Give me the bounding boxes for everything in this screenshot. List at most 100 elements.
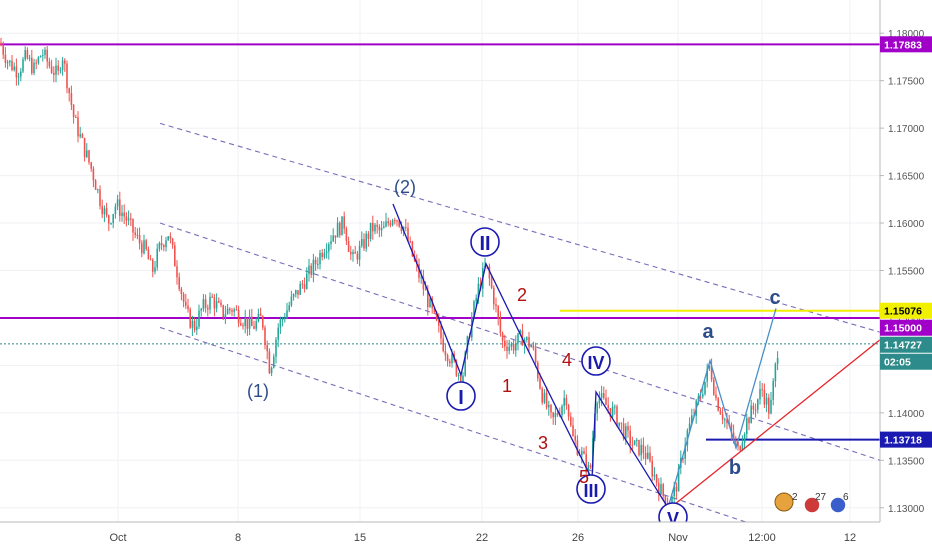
candle-body [684,444,686,459]
candle-body [754,409,757,411]
wave-polyline[interactable] [667,308,777,508]
event-badges[interactable]: 2 27 6 [774,492,849,514]
candle-body [358,245,361,260]
candle-body [462,375,464,386]
candle-body [699,396,702,398]
candle-body [702,394,704,397]
candle-body [561,405,563,416]
candle-body [735,440,737,443]
candle-body [61,60,64,70]
candle-body [543,392,546,403]
price-tag[interactable] [880,353,932,370]
candle-body [581,451,583,456]
candle-body [328,244,330,252]
candle-body [603,393,605,398]
event-badge-3[interactable]: 6 [829,492,849,514]
price-tag[interactable] [880,302,932,319]
candle-body [301,283,304,285]
candle-body [275,339,277,357]
candle-body [6,62,9,64]
candle-body [75,116,77,118]
candle-body [299,283,301,295]
wave-polyline[interactable] [392,203,669,509]
candle-body [765,397,768,405]
candle-body [198,310,200,327]
candle-body [600,393,603,399]
corrective-label-b: b [729,457,741,479]
candle-body [614,406,616,408]
candle-body [506,346,508,351]
candle-body [292,294,295,297]
candle-body [374,224,376,232]
candle-body [750,405,752,424]
candle-body [396,220,398,222]
candle-body [570,416,572,426]
candle-body [519,330,521,334]
candle-body [262,316,264,328]
candle-body [28,57,31,59]
candle-body [266,345,268,352]
candle-body [330,241,332,245]
parallel-channel[interactable] [159,122,881,528]
candle-body [770,399,772,414]
candle-body [44,49,46,56]
candle-body [226,308,229,315]
candle-body [79,134,81,137]
candle-body [499,318,502,334]
price-tick-label: 1.13500 [888,456,925,467]
candle-body [55,65,57,75]
candle-body [312,259,315,275]
candle-body [196,326,198,330]
candle-body [550,404,552,413]
trend-line[interactable] [667,339,881,511]
time-tick-label: 15 [354,532,366,544]
price-tick-label: 1.16000 [888,219,925,230]
candle-body [354,251,356,254]
candle-body [290,296,293,306]
price-axis[interactable]: 1.18000 1.17500 1.17000 1.16500 1.16000 1.155… [879,0,932,550]
event-badge-1[interactable]: 2 [774,492,798,512]
candle-body [616,406,618,426]
candle-body [732,432,735,441]
candle-body [147,249,150,260]
time-axis[interactable]: Oct 8 15 22 26 Nov 12:00 12 [0,521,932,550]
candle-body [724,419,726,421]
candle-body [136,234,139,236]
price-tick-label: 1.13000 [888,504,925,515]
candle-body [563,397,565,406]
price-tag[interactable] [880,431,932,448]
price-tag[interactable] [880,336,932,353]
price-tag-label: 1.15076 [884,306,922,318]
price-tag[interactable] [880,36,932,53]
channel-line[interactable] [159,222,881,461]
candle-body [528,337,530,348]
candle-body [763,390,766,405]
candle-body [607,405,609,409]
elliott-wave-lines[interactable] [392,203,881,511]
wave-labels: (1) (2) I II III IV V 1 2 3 4 5 a b c [247,177,781,532]
candle-body [424,289,427,291]
candle-body [658,483,660,495]
candle-body [182,294,185,302]
candle-body [490,278,493,288]
candle-body [510,344,513,347]
candle-body [11,60,13,71]
candle-body [411,241,414,256]
channel-line[interactable] [159,326,761,528]
candle-body [163,245,165,248]
candle-body [369,222,372,239]
candle-body [356,253,359,260]
candle-body [46,49,48,62]
channel-line[interactable] [159,122,881,333]
candle-body [435,311,438,321]
candle-body [0,42,2,46]
candle-body [638,439,640,456]
candle-body [108,215,110,224]
candle-body [438,320,440,326]
candle-body [363,239,365,249]
horizontal-levels[interactable] [0,43,880,441]
event-badge-2[interactable]: 27 [803,492,827,514]
price-tag[interactable] [880,319,932,336]
candle-body [455,360,458,376]
